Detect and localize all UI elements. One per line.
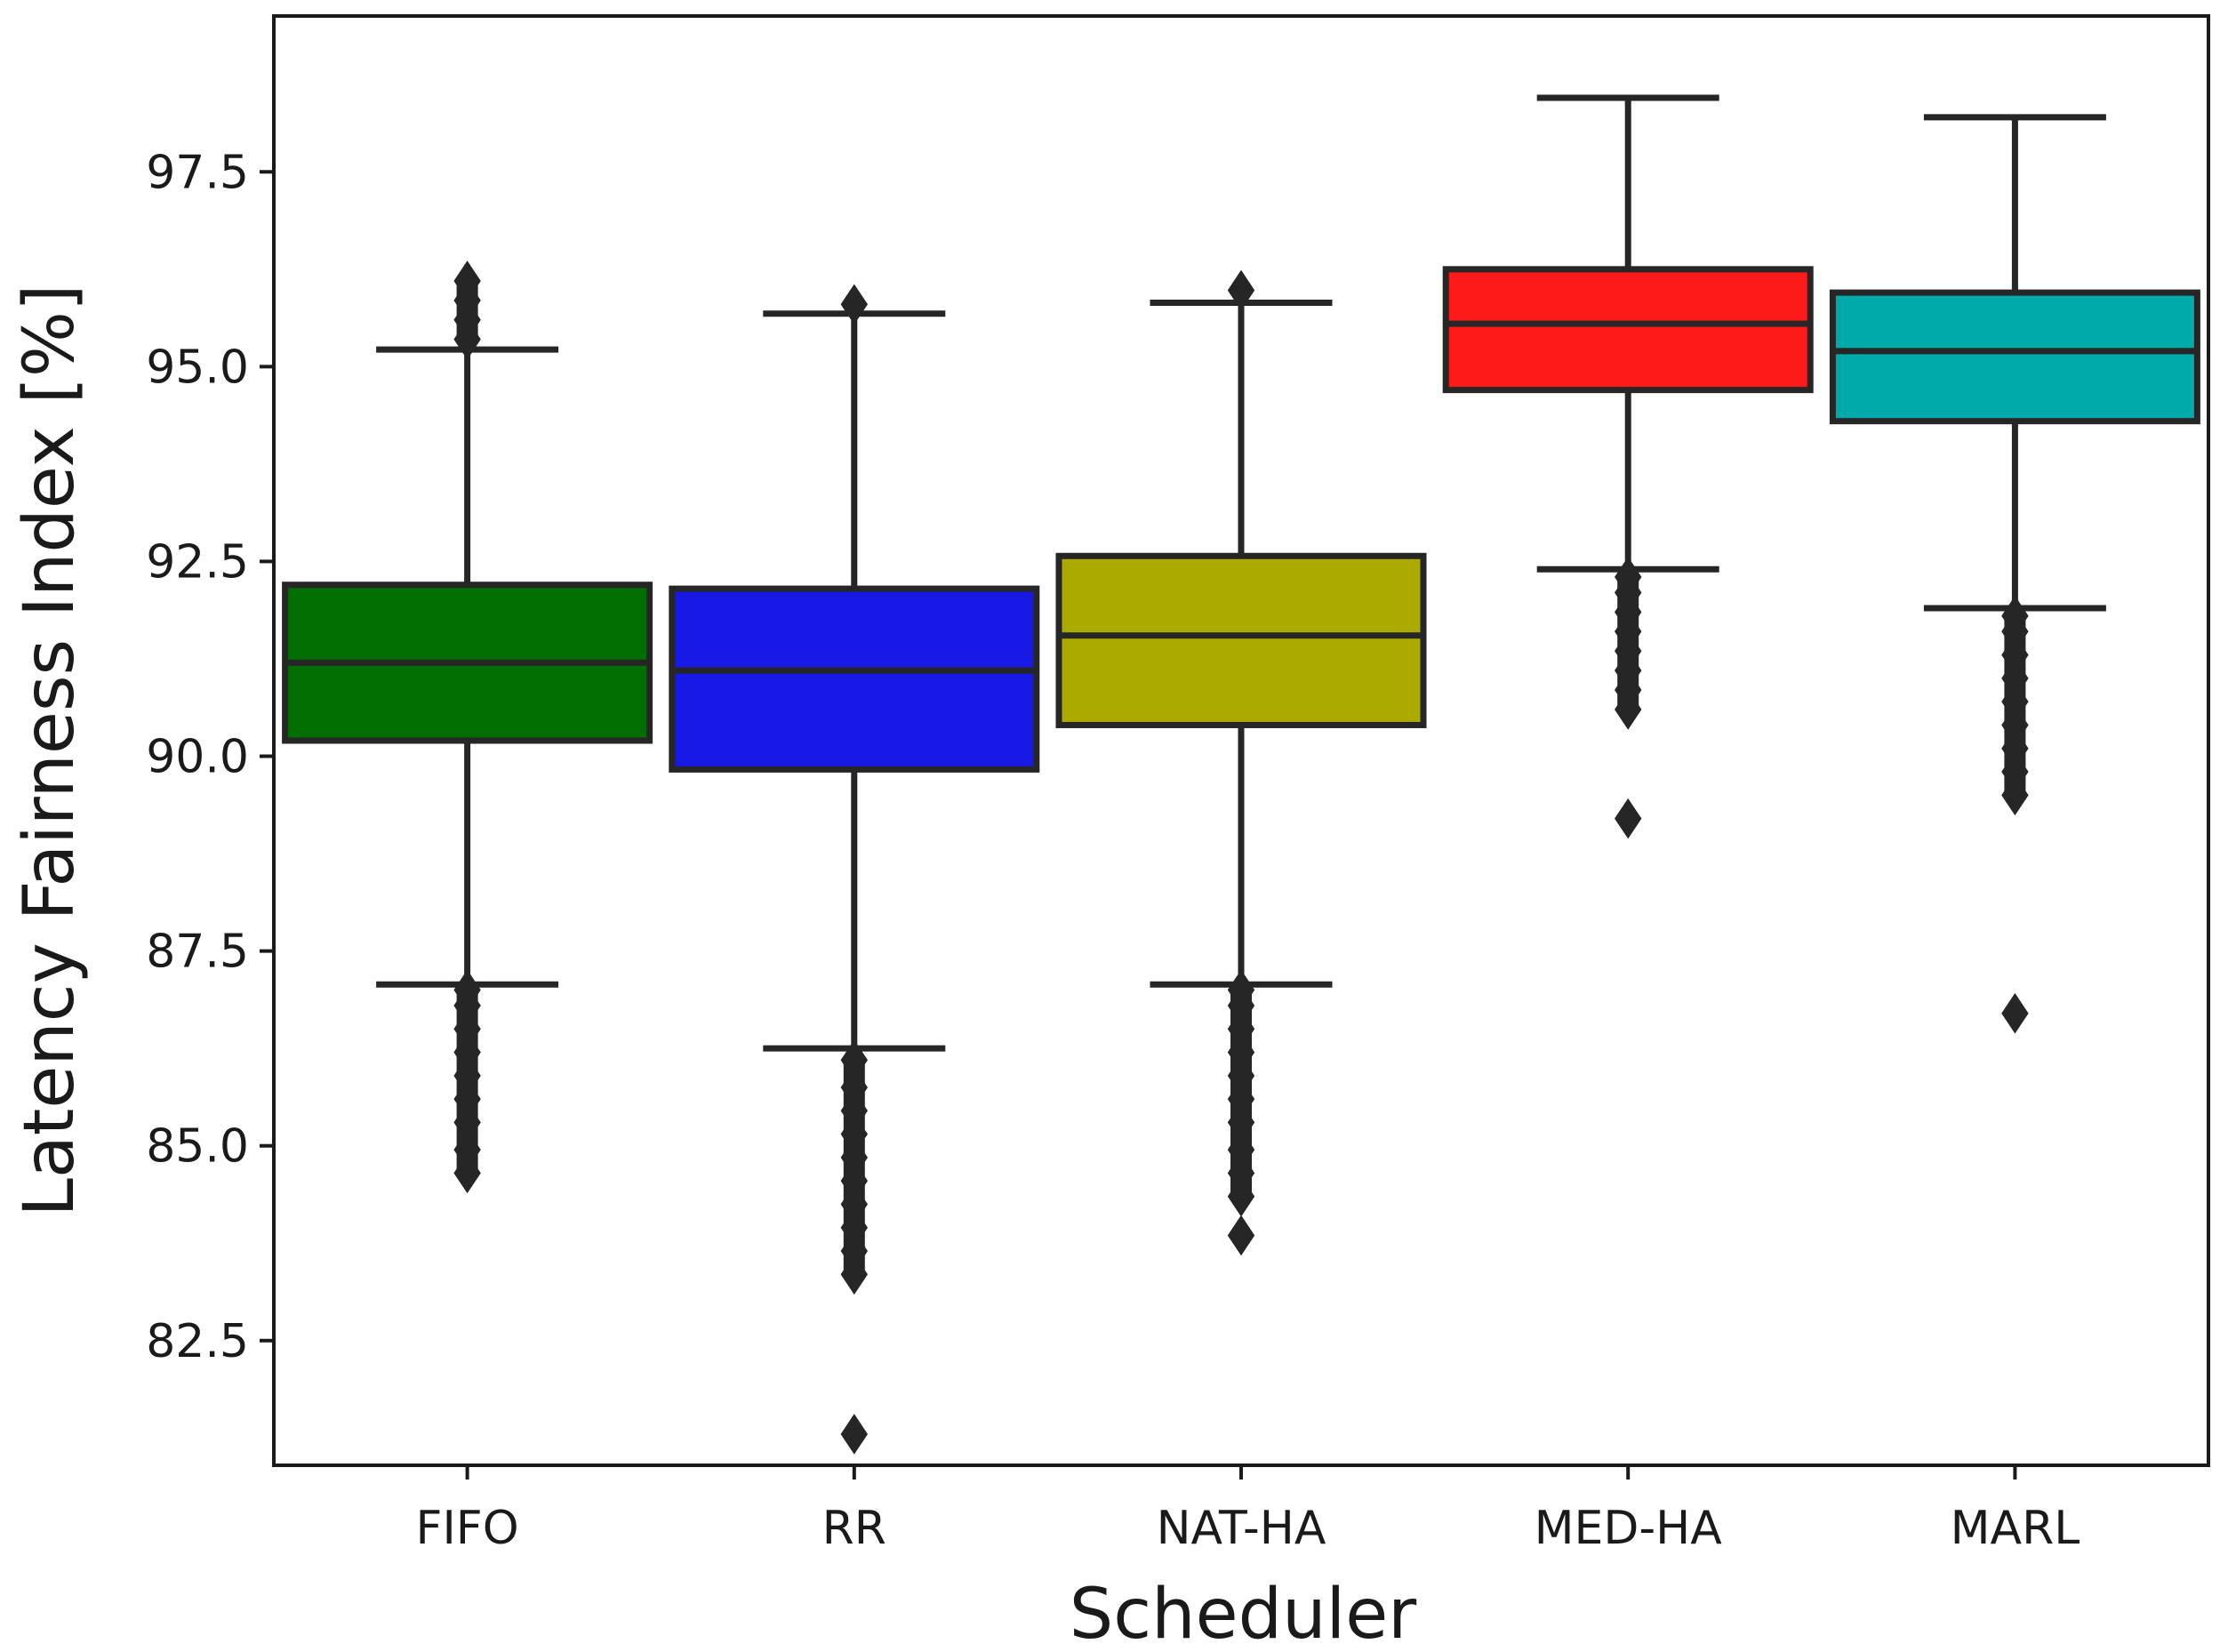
box-iqr — [1055, 552, 1427, 728]
plot-area — [282, 94, 2200, 1455]
x-tick-label: MED-HA — [1535, 1502, 1723, 1555]
y-tick-label: 90.0 — [146, 731, 249, 784]
y-tick-label: 82.5 — [146, 1315, 249, 1368]
y-tick-label: 95.0 — [146, 341, 249, 394]
box-group-fifo — [282, 261, 653, 1194]
x-tick-label: RR — [822, 1502, 886, 1555]
box-iqr — [1442, 266, 1814, 394]
x-axis-label: Scheduler — [1070, 1575, 1417, 1652]
box-iqr — [669, 585, 1040, 773]
box-group-nat-ha — [1055, 269, 1427, 1256]
outlier-point — [840, 284, 869, 325]
axis-ticks: 82.5 85.0 87.5 90.0 92.5 95.0 97.5 FIFO RR NAT-HA… — [146, 146, 2080, 1555]
y-tick-label: 97.5 — [146, 146, 249, 199]
outlier-point — [1227, 269, 1255, 311]
x-tick-label: MARL — [1951, 1502, 2080, 1555]
outlier-point — [840, 1414, 869, 1455]
outlier-point — [1227, 1215, 1255, 1256]
outlier-point — [1614, 798, 1642, 839]
box-iqr — [1829, 289, 2200, 425]
box-group-marl — [1829, 114, 2200, 1034]
box-group-med-ha — [1442, 94, 1814, 839]
x-tick-label: NAT-HA — [1157, 1502, 1326, 1555]
box-group-rr — [669, 284, 1040, 1455]
y-tick-label: 85.0 — [146, 1120, 249, 1174]
y-axis-label: Latency Fairness Index [%] — [10, 285, 90, 1217]
y-tick-label: 87.5 — [146, 926, 249, 979]
y-tick-label: 92.5 — [146, 535, 249, 589]
x-tick-label: FIFO — [416, 1502, 519, 1555]
outlier-point — [2001, 992, 2029, 1034]
